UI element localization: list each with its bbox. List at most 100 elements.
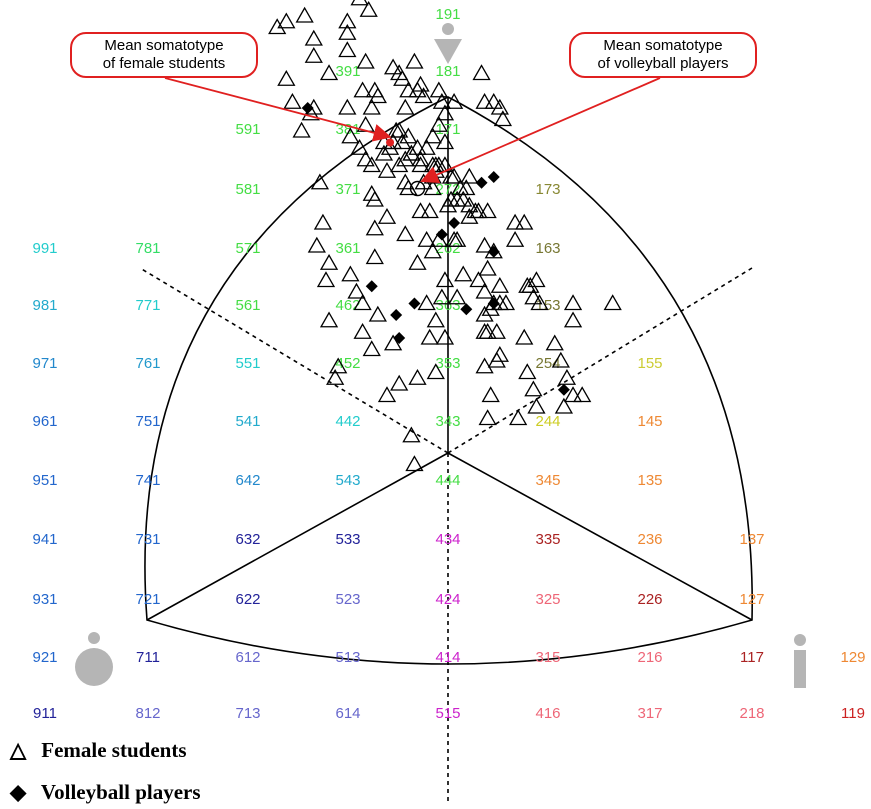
grid-label-371: 371 — [335, 181, 360, 198]
grid-label-155: 155 — [637, 355, 662, 372]
callout-female-mean: Mean somatotype of female students — [70, 32, 258, 78]
female-student-point — [428, 313, 444, 327]
volleyball-player-point — [488, 171, 500, 183]
female-student-point — [309, 238, 325, 252]
grid-label-721: 721 — [135, 591, 160, 608]
legend-volleyball: ◆ Volleyball players — [10, 780, 201, 805]
grid-label-317: 317 — [637, 705, 662, 722]
grid-label-571: 571 — [235, 240, 260, 257]
female-student-point — [528, 399, 544, 413]
grid-label-173: 173 — [535, 181, 560, 198]
grid-label-921: 921 — [32, 649, 57, 666]
grid-label-244: 244 — [535, 413, 560, 430]
grid-label-216: 216 — [637, 649, 662, 666]
grid-label-543: 543 — [335, 472, 360, 489]
legend-volleyball-label: Volleyball players — [41, 780, 201, 804]
female-student-point — [489, 353, 505, 367]
axis-left — [147, 453, 448, 620]
female-student-point — [318, 273, 334, 287]
volleyball-player-point — [393, 332, 405, 344]
female-student-point — [461, 169, 477, 183]
grid-label-315: 315 — [535, 649, 560, 666]
female-student-point — [437, 273, 453, 287]
female-student-point — [431, 83, 447, 97]
grid-label-713: 713 — [235, 705, 260, 722]
grid-label-181: 181 — [435, 63, 460, 80]
grid-label-129: 129 — [840, 649, 865, 666]
grid-label-226: 226 — [637, 591, 662, 608]
grid-label-741: 741 — [135, 472, 160, 489]
female-student-point — [269, 20, 285, 34]
callout-volleyball-line-1: Mean somatotype — [579, 37, 747, 55]
dashed-axis-left — [140, 268, 448, 453]
grid-label-515: 515 — [435, 705, 460, 722]
female-student-point — [406, 54, 422, 68]
callout-female-line-2: of female students — [80, 55, 248, 73]
female-student-point — [565, 296, 581, 310]
female-student-point — [397, 227, 413, 241]
female-student-point — [321, 255, 337, 269]
grid-label-452: 452 — [335, 355, 360, 372]
grid-label-442: 442 — [335, 413, 360, 430]
grid-label-434: 434 — [435, 531, 460, 548]
grid-label-731: 731 — [135, 531, 160, 548]
grid-label-614: 614 — [335, 705, 360, 722]
grid-label-931: 931 — [32, 591, 57, 608]
female-student-point — [306, 48, 322, 62]
grid-label-711: 711 — [136, 649, 160, 666]
endomorph-figure-icon — [75, 632, 113, 686]
grid-label-254: 254 — [535, 355, 560, 372]
female-student-point — [547, 336, 563, 350]
grid-label-612: 612 — [235, 649, 260, 666]
ectomorph-figure-icon — [434, 23, 462, 64]
volleyball-player-point — [366, 280, 378, 292]
grid-label-761: 761 — [135, 355, 160, 372]
legend-volleyball-symbol: ◆ — [10, 780, 36, 805]
female-student-point — [297, 8, 313, 22]
female-student-point — [422, 330, 438, 344]
volleyball-player-point — [408, 298, 420, 310]
female-student-point — [419, 296, 435, 310]
female-student-point — [507, 232, 523, 246]
grid-label-145: 145 — [637, 413, 662, 430]
grid-label-551: 551 — [235, 355, 260, 372]
grid-label-343: 343 — [435, 413, 460, 430]
grid-label-642: 642 — [235, 472, 260, 489]
grid-label-117: 117 — [740, 649, 764, 666]
grid-label-163: 163 — [535, 240, 560, 257]
female-student-point — [367, 192, 383, 206]
grid-label-632: 632 — [235, 531, 260, 548]
female-student-point — [525, 382, 541, 396]
female-student-point — [364, 342, 380, 356]
grid-label-781: 781 — [135, 240, 160, 257]
grid-label-581: 581 — [235, 181, 260, 198]
axis-right — [448, 453, 752, 620]
female-student-point — [379, 209, 395, 223]
grid-label-961: 961 — [32, 413, 57, 430]
grid-label-414: 414 — [435, 649, 460, 666]
female-student-point — [339, 100, 355, 114]
female-student-point — [294, 123, 310, 137]
female-student-point — [483, 388, 499, 402]
grid-label-424: 424 — [435, 591, 460, 608]
grid-label-119: 119 — [841, 705, 865, 722]
callout-volleyball-line-2: of volleyball players — [579, 55, 747, 73]
female-student-point — [370, 307, 386, 321]
grid-label-533: 533 — [335, 531, 360, 548]
female-student-point — [605, 296, 621, 310]
grid-label-361: 361 — [335, 240, 360, 257]
grid-label-127: 127 — [739, 591, 764, 608]
grid-label-561: 561 — [235, 297, 260, 314]
female-student-point — [437, 330, 453, 344]
female-student-point — [480, 411, 496, 425]
grid-label-218: 218 — [739, 705, 764, 722]
grid-label-771: 771 — [135, 297, 160, 314]
female-student-point — [352, 0, 368, 5]
grid-label-137: 137 — [739, 531, 764, 548]
female-student-point — [315, 215, 331, 229]
female-student-point — [565, 313, 581, 327]
grid-label-325: 325 — [535, 591, 560, 608]
grid-label-622: 622 — [235, 591, 260, 608]
female-student-point — [455, 267, 471, 281]
